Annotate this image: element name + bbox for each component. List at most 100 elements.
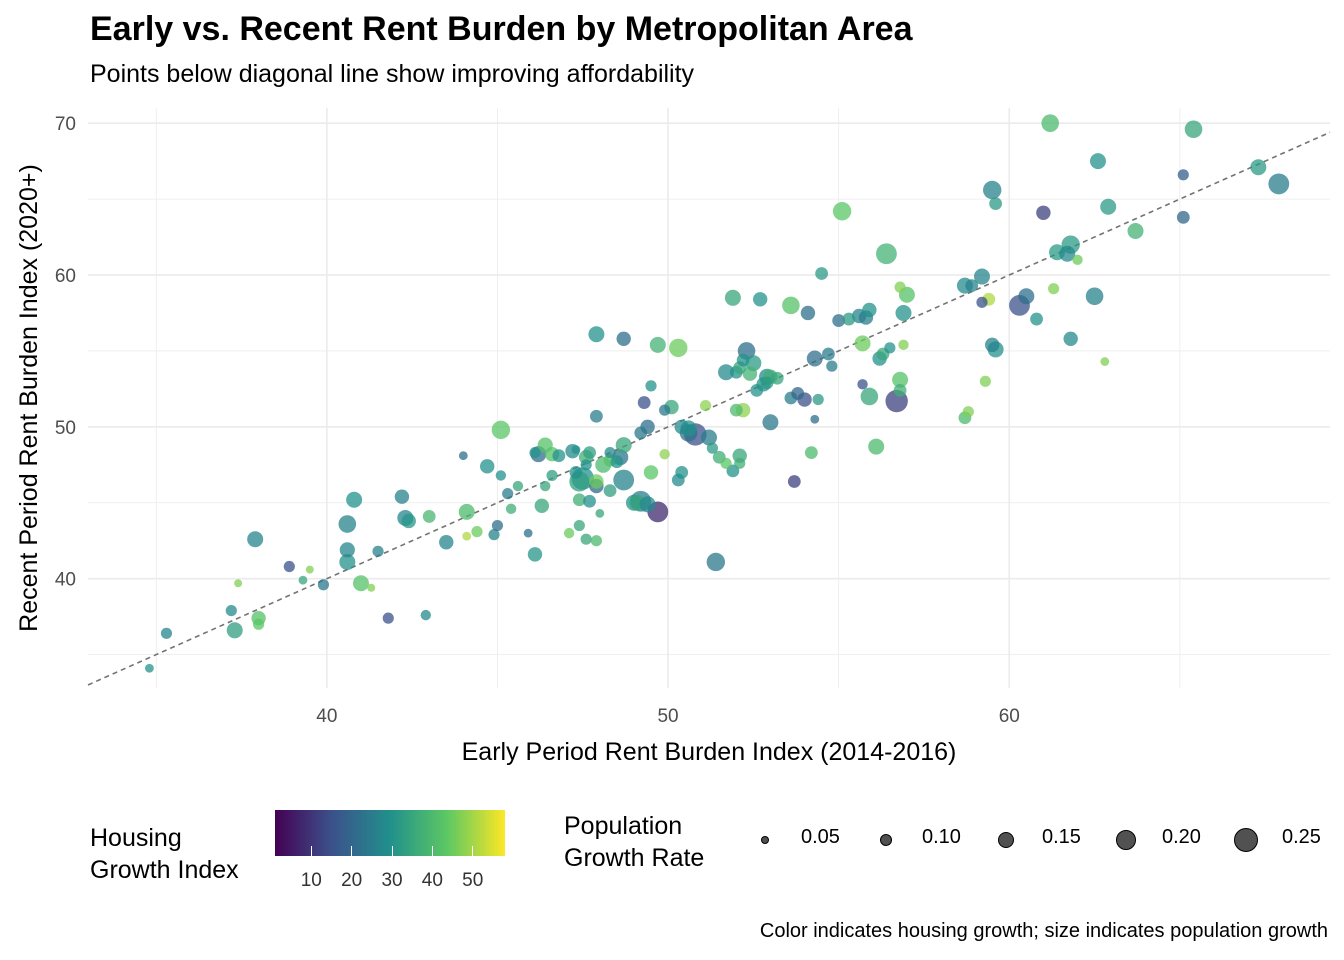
size-legend-title-line2: Growth Rate: [564, 844, 705, 872]
data-point: [372, 545, 384, 557]
size-legend-dot: [879, 833, 893, 847]
y-axis-ticks: 40 50 60 70: [55, 114, 76, 590]
data-point: [616, 331, 631, 346]
y-tick-label: 40: [55, 570, 76, 591]
data-point: [458, 503, 475, 520]
data-point: [540, 480, 551, 492]
data-point: [762, 414, 779, 431]
data-point: [1100, 357, 1110, 366]
data-point: [1177, 169, 1189, 181]
data-point: [804, 446, 818, 460]
data-point: [884, 342, 896, 354]
data-point: [1127, 222, 1144, 239]
chart-title: Early vs. Recent Rent Burden by Metropol…: [90, 10, 913, 48]
data-point: [401, 513, 416, 529]
data-point: [734, 457, 746, 469]
data-point: [145, 663, 154, 673]
data-point: [826, 360, 838, 372]
data-point: [590, 535, 603, 547]
data-point: [976, 296, 988, 308]
data-point: [857, 379, 868, 390]
data-point: [675, 465, 689, 479]
data-point: [1184, 120, 1203, 139]
color-legend-title-line1: Housing: [90, 824, 182, 852]
size-legend-title-line1: Population: [564, 812, 683, 840]
data-point: [973, 268, 990, 285]
data-point: [352, 575, 369, 592]
data-point: [1085, 287, 1104, 306]
data-point: [659, 448, 670, 460]
data-point: [589, 474, 604, 489]
data-point: [720, 457, 732, 469]
data-point: [420, 609, 431, 621]
data-point: [1018, 288, 1035, 305]
data-point: [822, 347, 835, 361]
x-tick-label: 50: [657, 706, 678, 727]
data-point: [339, 553, 356, 570]
data-point: [1048, 283, 1060, 295]
data-point: [604, 447, 616, 459]
color-bar-tick-mark: [391, 846, 393, 856]
data-point: [253, 618, 265, 630]
data-point: [422, 510, 436, 523]
data-point: [339, 542, 355, 558]
data-point: [495, 470, 507, 481]
data-point: [832, 314, 846, 327]
data-point: [983, 180, 1002, 200]
data-point: [989, 197, 1003, 211]
caption: Color indicates housing growth; size ind…: [759, 920, 1328, 942]
data-point: [462, 531, 472, 541]
color-bar-tick-label: 10: [300, 870, 322, 891]
data-point: [1089, 153, 1106, 170]
data-point: [1036, 205, 1051, 220]
data-point: [706, 552, 726, 572]
data-point: [1041, 114, 1060, 132]
data-point: [534, 498, 550, 514]
data-point: [699, 399, 712, 412]
data-point: [643, 465, 659, 480]
data-point: [523, 528, 533, 538]
color-legend-title-line2: Growth Index: [90, 856, 239, 884]
color-bar-tick-label: 30: [381, 870, 403, 891]
y-tick-label: 50: [55, 418, 76, 439]
data-point: [770, 371, 784, 385]
data-point: [1063, 331, 1078, 346]
data-point: [613, 469, 635, 491]
data-point: [283, 560, 295, 573]
data-point: [583, 494, 596, 508]
data-point: [1176, 210, 1190, 224]
data-point: [512, 480, 524, 492]
data-point: [1250, 159, 1267, 176]
data-point: [491, 519, 504, 532]
data-point: [729, 403, 743, 417]
data-point: [985, 337, 1000, 353]
data-point: [569, 465, 583, 479]
grid-lines: [88, 108, 1330, 688]
data-point: [580, 459, 592, 471]
size-legend-label: 0.05: [801, 826, 840, 848]
data-point: [674, 419, 689, 435]
data-point: [637, 396, 651, 409]
data-point: [603, 484, 617, 498]
color-bar: [275, 810, 505, 856]
data-point: [634, 426, 648, 440]
data-point: [782, 296, 800, 315]
data-point: [800, 305, 816, 321]
data-point: [439, 535, 454, 550]
data-point: [471, 526, 483, 538]
data-point: [305, 565, 314, 574]
data-point: [645, 380, 657, 392]
size-legend-dot: [760, 835, 770, 845]
data-point: [1268, 173, 1290, 195]
data-point: [812, 393, 824, 406]
chart-subtitle: Points below diagonal line show improvin…: [90, 60, 695, 88]
size-legend-label: 0.20: [1162, 826, 1201, 848]
data-point: [736, 353, 750, 367]
data-point: [458, 451, 468, 461]
data-point: [979, 375, 991, 387]
data-point: [529, 447, 541, 459]
data-point: [590, 409, 603, 423]
size-legend-title: Population Growth Rate: [564, 810, 704, 874]
data-point: [898, 339, 909, 351]
